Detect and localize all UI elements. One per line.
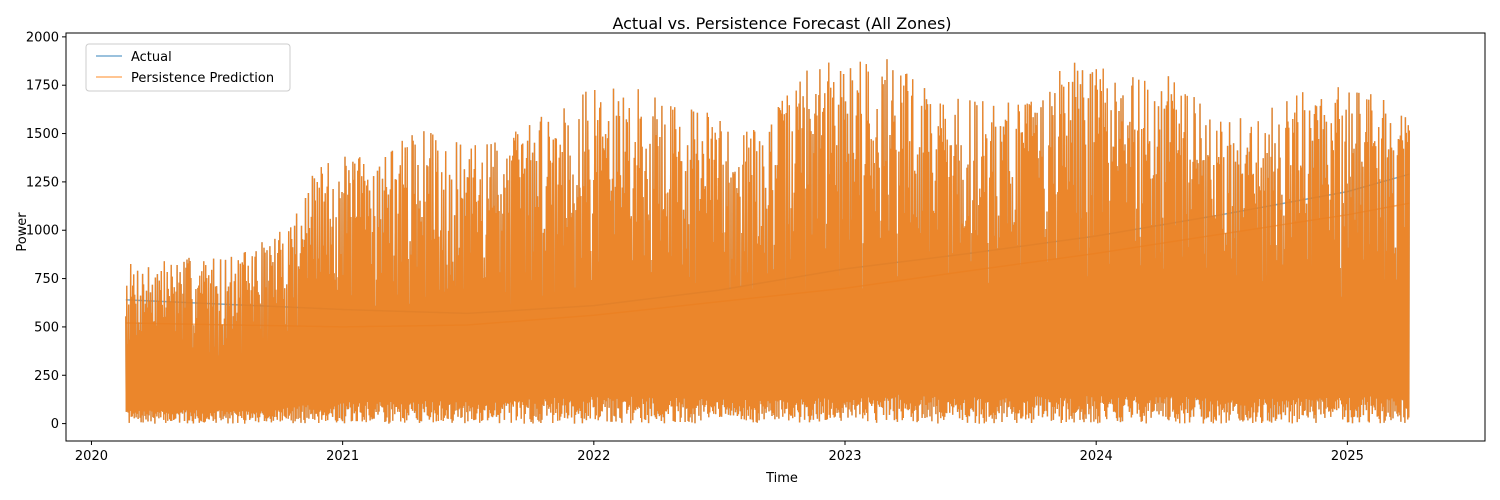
y-tick-label: 2000 [26, 30, 59, 45]
y-tick-label: 1500 [26, 127, 59, 142]
chart-title: Actual vs. Persistence Forecast (All Zon… [612, 14, 951, 33]
y-tick-label: 1750 [26, 79, 59, 94]
x-axis-label: Time [765, 471, 798, 486]
data-layer [125, 59, 1410, 424]
x-tick-label: 2025 [1331, 449, 1364, 464]
legend-label-persistence: Persistence Prediction [131, 71, 274, 86]
legend-box [85, 43, 291, 92]
x-tick-label: 2021 [326, 449, 359, 464]
y-tick-label: 0 [51, 417, 59, 432]
y-tick-label: 1250 [26, 175, 59, 190]
y-tick-label: 250 [34, 369, 59, 384]
plot-area [65, 32, 1486, 442]
x-tick-label: 2023 [828, 449, 861, 464]
y-tick-label: 750 [34, 272, 59, 287]
y-tick-label: 1000 [26, 224, 59, 239]
x-tick-label: 2022 [577, 449, 610, 464]
y-axis: 0 250 500 750 1000 1250 1500 1750 2000 [26, 30, 66, 432]
axes-frame [65, 32, 1486, 442]
y-tick-label: 500 [34, 320, 59, 335]
x-tick-label: 2024 [1080, 449, 1113, 464]
legend-label-actual: Actual [131, 50, 172, 65]
series-line-persistence [125, 59, 1410, 424]
y-axis-label: Power [15, 212, 30, 252]
legend: Actual Persistence Prediction [85, 43, 291, 92]
x-axis: 2020 2021 2022 2023 2024 2025 [75, 441, 1364, 464]
x-tick-label: 2020 [75, 449, 108, 464]
